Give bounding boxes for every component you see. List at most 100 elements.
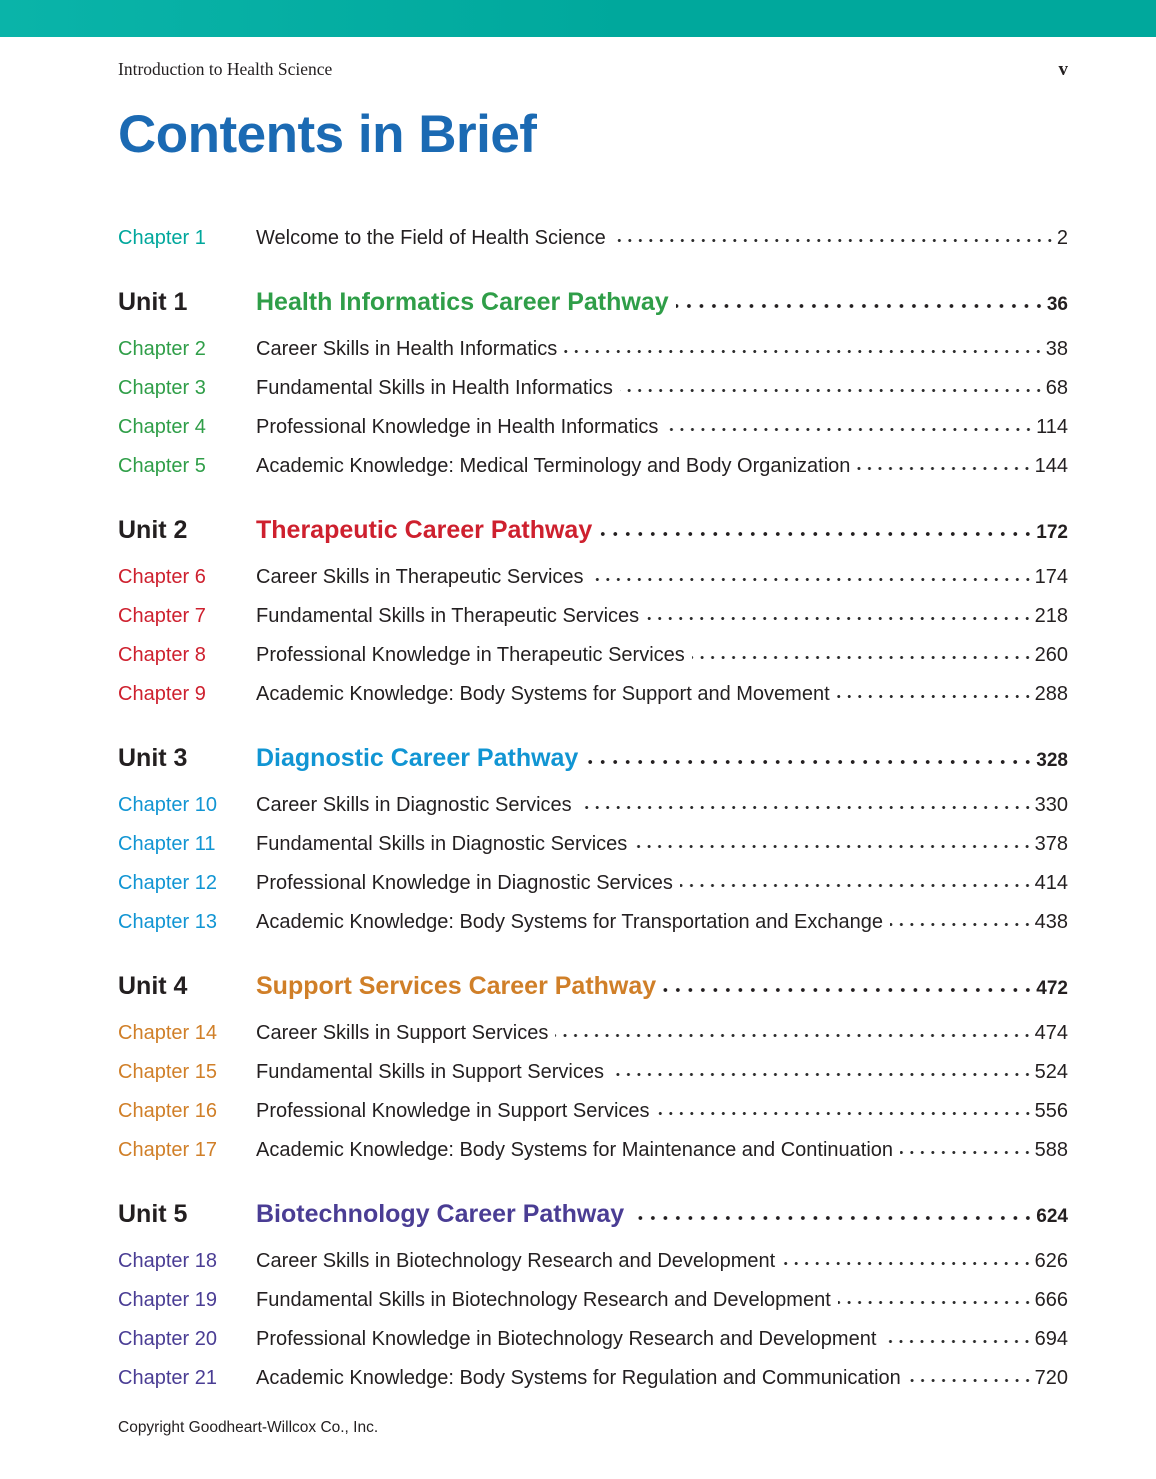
chapter-title: Professional Knowledge in Therapeutic Se… xyxy=(256,644,685,666)
chapter-label: Chapter 21 xyxy=(118,1367,217,1389)
dot-leader xyxy=(900,1151,1033,1156)
chapter-label: Chapter 5 xyxy=(118,455,206,477)
page-header: Introduction to Health Science v xyxy=(0,37,1156,81)
row-page-number: 36 xyxy=(1046,294,1068,315)
dot-leader xyxy=(585,760,1035,766)
unit-label: Unit 5 xyxy=(118,1200,188,1228)
chapter-label: Chapter 12 xyxy=(118,872,217,894)
chapter-title: Academic Knowledge: Medical Terminology … xyxy=(256,455,851,477)
toc-list: Chapter 1 Welcome to the Field of Health… xyxy=(0,219,1156,1398)
chapter-label: Chapter 4 xyxy=(118,416,206,438)
toc-chapter-row: Chapter 1 Welcome to the Field of Health… xyxy=(118,219,1068,258)
unit-title: Diagnostic Career Pathway xyxy=(256,744,579,772)
row-page-number: 524 xyxy=(1034,1061,1068,1083)
dot-leader xyxy=(646,617,1033,622)
chapter-label: Chapter 18 xyxy=(118,1250,217,1272)
toc-unit-row: Unit 5 Biotechnology Career Pathway 624 xyxy=(118,1191,1068,1239)
dot-leader xyxy=(634,845,1033,850)
toc-chapter-row: Chapter 18 Career Skills in Biotechnolog… xyxy=(118,1242,1068,1281)
dot-leader xyxy=(578,806,1033,811)
dot-leader xyxy=(691,656,1033,661)
dot-leader xyxy=(619,389,1044,394)
chapter-label: Chapter 16 xyxy=(118,1100,217,1122)
toc-chapter-row: Chapter 21 Academic Knowledge: Body Syst… xyxy=(118,1359,1068,1398)
row-page-number: 378 xyxy=(1034,833,1068,855)
row-page-number: 144 xyxy=(1034,455,1068,477)
unit-title: Therapeutic Career Pathway xyxy=(256,516,593,544)
row-page-number: 472 xyxy=(1036,978,1068,999)
unit-label: Unit 1 xyxy=(118,288,188,316)
chapter-label: Chapter 8 xyxy=(118,644,206,666)
row-page-number: 68 xyxy=(1045,377,1068,399)
row-page-number: 556 xyxy=(1034,1100,1068,1122)
chapter-title: Academic Knowledge: Body Systems for Reg… xyxy=(256,1367,901,1389)
row-page-number: 414 xyxy=(1034,872,1068,894)
dot-leader xyxy=(590,578,1033,583)
unit-label: Unit 2 xyxy=(118,516,188,544)
row-page-number: 474 xyxy=(1034,1022,1068,1044)
page-title: Contents in Brief xyxy=(118,105,537,164)
toc-chapter-row: Chapter 2 Career Skills in Health Inform… xyxy=(118,330,1068,369)
row-page-number: 720 xyxy=(1034,1367,1068,1389)
dot-leader xyxy=(675,304,1045,310)
toc-chapter-row: Chapter 14 Career Skills in Support Serv… xyxy=(118,1014,1068,1053)
chapter-label: Chapter 6 xyxy=(118,566,206,588)
toc-chapter-row: Chapter 10 Career Skills in Diagnostic S… xyxy=(118,786,1068,825)
chapter-label: Chapter 14 xyxy=(118,1022,217,1044)
chapter-label: Chapter 1 xyxy=(118,227,206,249)
running-head-book-title: Introduction to Health Science xyxy=(118,59,333,79)
dot-leader xyxy=(555,1034,1033,1039)
toc-chapter-row: Chapter 13 Academic Knowledge: Body Syst… xyxy=(118,903,1068,942)
unit-title: Biotechnology Career Pathway xyxy=(256,1200,625,1228)
chapter-title: Fundamental Skills in Biotechnology Rese… xyxy=(256,1289,831,1311)
dot-leader xyxy=(837,1301,1033,1306)
row-page-number: 172 xyxy=(1036,522,1068,543)
toc-chapter-row: Chapter 5 Academic Knowledge: Medical Te… xyxy=(118,447,1068,486)
toc-chapter-row: Chapter 3 Fundamental Skills in Health I… xyxy=(118,369,1068,408)
toc-chapter-row: Chapter 9 Academic Knowledge: Body Syste… xyxy=(118,675,1068,714)
chapter-title: Professional Knowledge in Health Informa… xyxy=(256,416,659,438)
chapter-label: Chapter 7 xyxy=(118,605,206,627)
chapter-label: Chapter 15 xyxy=(118,1061,217,1083)
dot-leader xyxy=(564,350,1044,355)
unit-title: Health Informatics Career Pathway xyxy=(256,288,669,316)
dot-leader xyxy=(663,988,1035,994)
dot-leader xyxy=(907,1379,1033,1384)
page-number-folio: v xyxy=(1058,59,1069,80)
toc-unit-row: Unit 3 Diagnostic Career Pathway 328 xyxy=(118,735,1068,783)
row-page-number: 114 xyxy=(1036,416,1068,438)
copyright-footer: Copyright Goodheart-Willcox Co., Inc. xyxy=(118,1419,379,1436)
toc-unit-row: Unit 2 Therapeutic Career Pathway 172 xyxy=(118,507,1068,555)
chapter-label: Chapter 20 xyxy=(118,1328,217,1350)
chapter-title: Career Skills in Support Services xyxy=(256,1022,549,1044)
dot-leader xyxy=(883,1340,1033,1345)
row-page-number: 694 xyxy=(1034,1328,1068,1350)
chapter-title: Fundamental Skills in Therapeutic Servic… xyxy=(256,605,640,627)
row-page-number: 588 xyxy=(1034,1139,1068,1161)
chapter-label: Chapter 2 xyxy=(118,338,206,360)
row-page-number: 330 xyxy=(1034,794,1068,816)
row-page-number: 438 xyxy=(1034,911,1068,933)
row-page-number: 218 xyxy=(1034,605,1068,627)
chapter-label: Chapter 10 xyxy=(118,794,217,816)
top-accent-bar xyxy=(0,0,1156,37)
toc-chapter-row: Chapter 7 Fundamental Skills in Therapeu… xyxy=(118,597,1068,636)
toc-chapter-row: Chapter 19 Fundamental Skills in Biotech… xyxy=(118,1281,1068,1320)
chapter-title: Professional Knowledge in Biotechnology … xyxy=(256,1328,877,1350)
dot-leader xyxy=(782,1262,1033,1267)
unit-label: Unit 3 xyxy=(118,744,188,772)
chapter-title: Professional Knowledge in Support Servic… xyxy=(256,1100,650,1122)
chapter-title: Academic Knowledge: Body Systems for Tra… xyxy=(256,911,884,933)
chapter-label: Chapter 13 xyxy=(118,911,217,933)
toc-chapter-row: Chapter 12 Professional Knowledge in Dia… xyxy=(118,864,1068,903)
toc-chapter-row: Chapter 20 Professional Knowledge in Bio… xyxy=(118,1320,1068,1359)
dot-leader xyxy=(679,884,1033,889)
chapter-label: Chapter 9 xyxy=(118,683,206,705)
toc-chapter-row: Chapter 16 Professional Knowledge in Sup… xyxy=(118,1092,1068,1131)
toc-chapter-row: Chapter 17 Academic Knowledge: Body Syst… xyxy=(118,1131,1068,1170)
dot-leader xyxy=(665,428,1035,433)
toc-unit-row: Unit 1 Health Informatics Career Pathway… xyxy=(118,279,1068,327)
row-page-number: 288 xyxy=(1034,683,1068,705)
row-page-number: 626 xyxy=(1034,1250,1068,1272)
toc-chapter-row: Chapter 8 Professional Knowledge in Ther… xyxy=(118,636,1068,675)
